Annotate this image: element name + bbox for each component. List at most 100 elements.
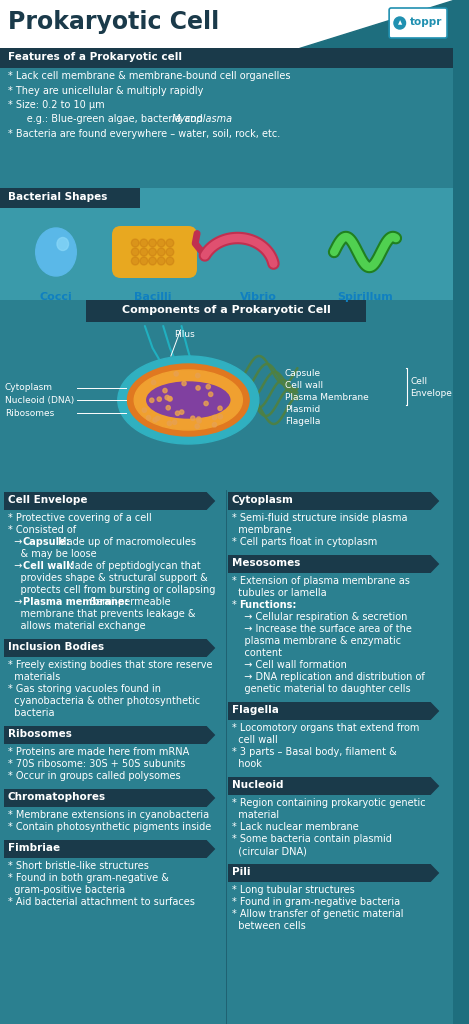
FancyBboxPatch shape [389,8,447,38]
Circle shape [218,407,222,411]
Circle shape [131,257,139,265]
Text: * Bacteria are found everywhere – water, soil, rock, etc.: * Bacteria are found everywhere – water,… [8,129,280,139]
Text: Nucleoid (DNA): Nucleoid (DNA) [5,395,74,404]
Circle shape [166,406,170,410]
Text: genetic material to daughter cells: genetic material to daughter cells [232,684,410,694]
Text: * Membrane extensions in cyanobacteria: * Membrane extensions in cyanobacteria [8,810,209,820]
Text: (circular DNA): (circular DNA) [232,846,307,856]
Text: * 3 parts – Basal body, filament &: * 3 parts – Basal body, filament & [232,746,396,757]
Polygon shape [431,777,448,795]
Circle shape [140,248,148,256]
Circle shape [158,239,165,247]
Text: * Found in both gram-negative &: * Found in both gram-negative & [8,873,168,883]
Text: Plasmid: Plasmid [285,406,320,415]
Circle shape [196,374,200,378]
Circle shape [180,410,184,415]
Text: * Contain photosynthetic pigments inside: * Contain photosynthetic pigments inside [8,822,211,831]
FancyBboxPatch shape [0,0,453,1024]
Text: bacteria: bacteria [8,708,54,718]
Text: Pilus: Pilus [174,330,195,339]
Polygon shape [299,0,453,48]
Circle shape [212,423,217,427]
Text: Cell wall: Cell wall [285,382,323,390]
Text: gram-positive bacteria: gram-positive bacteria [8,885,125,895]
FancyBboxPatch shape [4,639,224,657]
Text: Components of a Prokaryotic Cell: Components of a Prokaryotic Cell [121,305,330,315]
Circle shape [394,17,406,29]
Text: * Freely existing bodies that store reserve: * Freely existing bodies that store rese… [8,660,212,670]
Text: materials: materials [8,672,60,682]
Circle shape [206,385,211,389]
Text: * Some bacteria contain plasmid: * Some bacteria contain plasmid [232,834,392,844]
Text: e.g.: Blue-green algae, bacteria and: e.g.: Blue-green algae, bacteria and [8,115,205,125]
Text: * Cell parts float in cytoplasm: * Cell parts float in cytoplasm [232,537,377,547]
Text: tubules or lamella: tubules or lamella [232,588,326,598]
Circle shape [174,372,178,376]
Circle shape [195,424,199,428]
Circle shape [166,248,174,256]
Text: Chromatophores: Chromatophores [8,792,106,802]
FancyBboxPatch shape [4,840,224,858]
Polygon shape [207,840,224,858]
Text: cell wall: cell wall [232,735,278,745]
Circle shape [197,417,201,421]
Text: * Proteins are made here from mRNA: * Proteins are made here from mRNA [8,746,189,757]
Text: Bacterial Shapes: Bacterial Shapes [8,193,107,202]
Text: Cytoplasm: Cytoplasm [5,384,53,392]
Text: * They are unicellular & multiply rapidly: * They are unicellular & multiply rapidl… [8,85,203,95]
Circle shape [142,408,146,413]
Text: * Long tubular structures: * Long tubular structures [232,885,355,895]
Text: →: → [8,597,25,607]
Text: Plasma membrane:: Plasma membrane: [23,597,128,607]
Text: Cytoplasm: Cytoplasm [232,495,294,505]
Text: hook: hook [232,759,262,769]
FancyBboxPatch shape [4,492,224,510]
FancyBboxPatch shape [228,702,448,720]
Text: →: → [8,537,25,547]
Polygon shape [431,864,448,882]
Circle shape [158,257,165,265]
Text: material: material [232,810,279,820]
FancyBboxPatch shape [0,48,453,68]
Circle shape [165,395,169,399]
Text: Cell wall:: Cell wall: [23,561,73,571]
FancyBboxPatch shape [0,48,453,188]
Circle shape [131,248,139,256]
FancyBboxPatch shape [0,0,453,48]
Text: Ribosomes: Ribosomes [5,409,54,418]
Text: → Increase the surface area of the: → Increase the surface area of the [237,624,411,634]
Text: * Gas storing vacuoles found in: * Gas storing vacuoles found in [8,684,161,694]
Text: Fimbriae: Fimbriae [8,843,60,853]
FancyBboxPatch shape [0,188,140,208]
Circle shape [168,396,172,401]
Ellipse shape [128,364,249,436]
Text: Semi-permeable: Semi-permeable [88,597,171,607]
Polygon shape [431,555,448,573]
Text: Pili: Pili [232,867,250,877]
FancyBboxPatch shape [228,492,448,510]
Circle shape [209,392,213,396]
Text: Cocci: Cocci [39,292,72,302]
Ellipse shape [57,238,68,251]
Text: Mesosomes: Mesosomes [232,558,300,568]
Text: Functions:: Functions: [239,600,296,610]
Circle shape [167,396,172,400]
Circle shape [191,416,195,421]
Text: * Region containing prokaryotic genetic: * Region containing prokaryotic genetic [232,798,425,808]
Text: * Consisted of: * Consisted of [8,525,76,535]
Text: * Found in gram-negative bacteria: * Found in gram-negative bacteria [232,897,400,907]
FancyBboxPatch shape [4,726,224,744]
Text: * Occur in groups called polysomes: * Occur in groups called polysomes [8,771,181,781]
Text: provides shape & structural support &: provides shape & structural support & [8,573,207,583]
Polygon shape [207,492,224,510]
Text: Mycoplasma: Mycoplasma [172,115,233,125]
Text: Cell Envelope: Cell Envelope [8,495,87,505]
Text: Features of a Prokaryotic cell: Features of a Prokaryotic cell [8,52,182,62]
Text: * Aid bacterial attachment to surfaces: * Aid bacterial attachment to surfaces [8,897,195,907]
Circle shape [166,239,174,247]
Text: Envelope: Envelope [410,389,452,398]
Text: * Lack nuclear membrane: * Lack nuclear membrane [232,822,358,831]
FancyBboxPatch shape [112,226,197,278]
Circle shape [204,401,208,406]
FancyBboxPatch shape [86,300,366,322]
